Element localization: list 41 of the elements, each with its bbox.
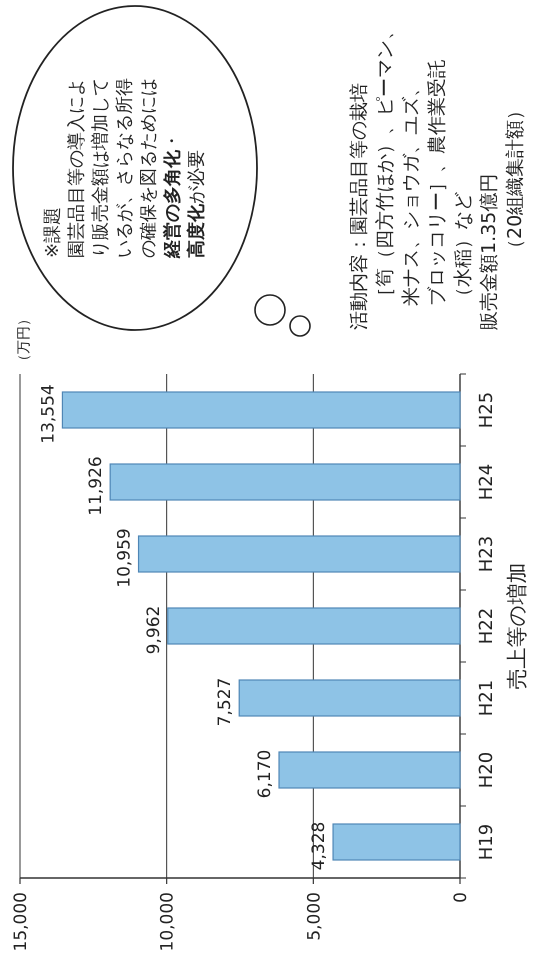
x-tick-label: 5,000 [304,892,324,941]
data-label: 10,959 [114,528,135,588]
y-tick-label: H24 [476,464,497,500]
text: 園芸品目等の導入によ [66,78,87,258]
text: 販売金額1.35億円 [478,174,500,330]
x-tick-label: 0 [451,892,471,903]
y-tick-label: H23 [476,536,497,572]
text: （20組織集計額） [504,100,526,258]
bar [167,607,461,645]
text: ※課題 [42,206,63,258]
bar [110,463,461,501]
y-tick-label: H22 [476,608,497,644]
text: 経営の多角化・ [162,132,183,259]
text: 米ナス、ショウガ、ユズ、 [400,78,422,306]
y-tick-label: H20 [476,752,497,788]
bar [62,391,461,429]
x-tick-label: 10,000 [158,892,178,952]
text: （万円） [16,312,32,368]
text: の確保を図るためには [138,78,159,258]
data-label: 13,554 [38,384,58,444]
text: り販売金額は増加して [90,78,111,258]
data-label: 6,170 [255,750,276,798]
text: 活動内容：園芸品目等の栽培 [348,83,370,330]
bar [238,679,461,717]
text: （水稲）など [452,192,474,306]
data-label: 11,926 [86,456,106,516]
y-tick-label: H19 [476,824,497,860]
text: 高度化が必要 [186,150,207,258]
data-label: 4,328 [309,822,330,870]
data-label: 9,962 [144,606,164,654]
text: ［筍（四方竹ほか）、ピーマン、 [374,21,396,306]
text: ブロッコリー］、農作業受託 [426,59,448,306]
text: 売上等の増加 [505,562,529,690]
y-tick-label: H25 [476,392,497,428]
bar [332,823,461,861]
text: いるが、さらなる所得 [114,78,135,258]
data-label: 7,527 [215,678,236,726]
x-tick-label: 15,000 [11,892,31,952]
bar [278,751,461,789]
y-tick-label: H21 [476,680,497,716]
bar [138,535,461,573]
